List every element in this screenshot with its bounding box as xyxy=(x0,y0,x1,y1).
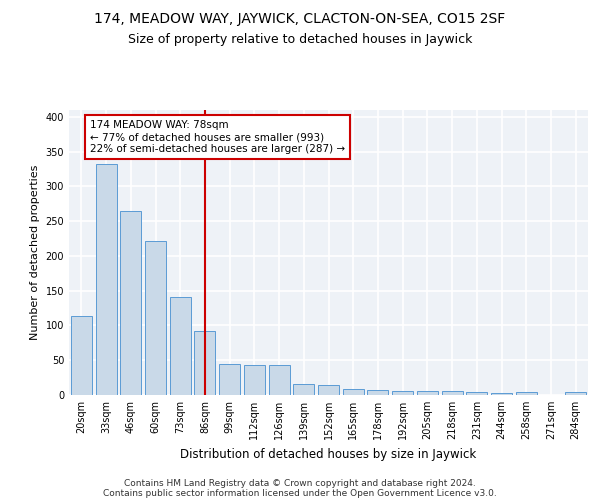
Bar xyxy=(318,384,339,395)
Bar xyxy=(442,391,463,395)
Bar xyxy=(293,384,314,395)
Bar xyxy=(120,211,141,395)
Bar xyxy=(269,365,290,395)
Bar xyxy=(343,388,364,395)
Bar xyxy=(219,364,240,395)
Bar xyxy=(466,392,487,395)
Bar xyxy=(491,393,512,395)
Bar xyxy=(367,390,388,395)
Bar xyxy=(516,392,537,395)
Y-axis label: Number of detached properties: Number of detached properties xyxy=(30,165,40,340)
Text: 174 MEADOW WAY: 78sqm
← 77% of detached houses are smaller (993)
22% of semi-det: 174 MEADOW WAY: 78sqm ← 77% of detached … xyxy=(90,120,345,154)
Bar xyxy=(392,391,413,395)
Text: Contains HM Land Registry data © Crown copyright and database right 2024.: Contains HM Land Registry data © Crown c… xyxy=(124,478,476,488)
Bar xyxy=(244,365,265,395)
Bar xyxy=(170,297,191,395)
Text: Contains public sector information licensed under the Open Government Licence v3: Contains public sector information licen… xyxy=(103,488,497,498)
Bar xyxy=(565,392,586,395)
Text: 174, MEADOW WAY, JAYWICK, CLACTON-ON-SEA, CO15 2SF: 174, MEADOW WAY, JAYWICK, CLACTON-ON-SEA… xyxy=(94,12,506,26)
Bar xyxy=(71,316,92,395)
X-axis label: Distribution of detached houses by size in Jaywick: Distribution of detached houses by size … xyxy=(181,448,476,460)
Bar xyxy=(194,331,215,395)
Bar xyxy=(95,164,116,395)
Bar xyxy=(417,391,438,395)
Text: Size of property relative to detached houses in Jaywick: Size of property relative to detached ho… xyxy=(128,32,472,46)
Bar xyxy=(145,240,166,395)
